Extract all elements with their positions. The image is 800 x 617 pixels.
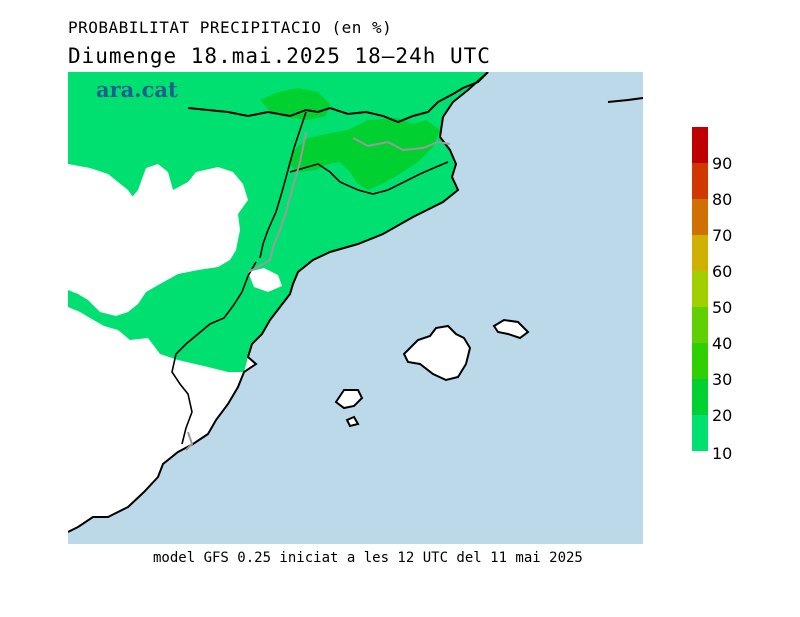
legend-swatch [692,307,708,343]
legend-swatch [692,127,708,163]
model-footer: model GFS 0.25 iniciat a les 12 UTC del … [153,550,583,566]
legend-label-60: 60 [712,262,733,281]
menorca-island [492,318,530,340]
dry-area-west [68,164,248,316]
precipitation-map [68,72,643,544]
region-border-gray [185,131,451,451]
legend-swatch [692,271,708,307]
legend-label-80: 80 [712,190,733,209]
coastline [68,72,489,533]
pyrenees-border [187,72,489,124]
france-border-east [607,97,643,103]
legend-label-50: 50 [712,298,733,317]
legend-swatch [692,379,708,415]
logo: ara.cat [96,77,178,102]
legend-swatch [692,163,708,199]
color-legend [692,127,708,451]
legend-swatch [692,199,708,235]
legend-label-10: 10 [712,444,733,463]
legend-label-40: 40 [712,334,733,353]
legend-swatch [692,415,708,451]
aragon-border [171,261,257,445]
map-subtitle: Diumenge 18.mai.2025 18—24h UTC [68,44,491,68]
legend-label-20: 20 [712,406,733,425]
eivissa-island [334,389,364,410]
legend-label-70: 70 [712,226,733,245]
precip-zone-20-30 [288,118,440,190]
legend-swatch [692,235,708,271]
map-title: PROBABILITAT PRECIPITACIO (en %) [68,18,393,37]
dry-area-coast [248,268,282,292]
legend-swatch [692,343,708,379]
legend-label-90: 90 [712,154,733,173]
valencia-border [289,161,449,195]
legend-label-30: 30 [712,370,733,389]
formentera-island [345,415,360,428]
mallorca-island [402,324,472,382]
catalonia-border [259,111,307,259]
